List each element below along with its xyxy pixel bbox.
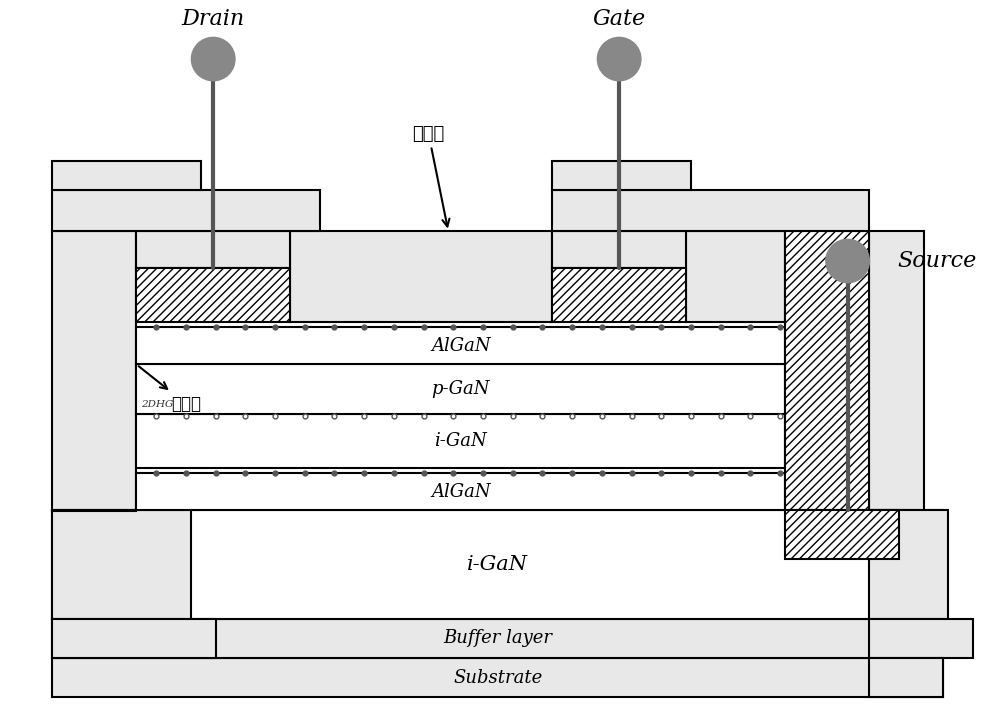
- Bar: [52, 511, 943, 619]
- Text: Substrate: Substrate: [453, 669, 542, 686]
- Bar: [869, 511, 948, 619]
- Bar: [136, 231, 290, 268]
- Bar: [552, 160, 691, 190]
- Bar: [52, 190, 320, 231]
- Bar: [290, 231, 552, 322]
- Bar: [136, 268, 290, 322]
- Bar: [785, 511, 899, 560]
- Bar: [52, 619, 943, 658]
- Text: 鯞化层: 鯞化层: [412, 125, 449, 226]
- Bar: [52, 619, 216, 658]
- Text: i-GaN: i-GaN: [467, 555, 528, 574]
- Bar: [552, 190, 869, 231]
- Bar: [552, 268, 686, 322]
- Bar: [52, 658, 943, 697]
- Text: 2DEG: 2DEG: [755, 457, 786, 466]
- Circle shape: [191, 38, 235, 80]
- Text: AlGaN: AlGaN: [431, 483, 491, 501]
- Circle shape: [597, 38, 641, 80]
- Bar: [552, 231, 686, 268]
- Bar: [136, 473, 785, 511]
- Bar: [52, 511, 191, 619]
- Bar: [136, 365, 785, 414]
- Circle shape: [826, 239, 869, 283]
- Text: Drain: Drain: [182, 8, 245, 29]
- Text: p-GaN: p-GaN: [431, 380, 490, 398]
- Bar: [869, 619, 973, 658]
- Bar: [136, 414, 785, 468]
- Text: 2DEG: 2DEG: [755, 311, 786, 320]
- Text: Gate: Gate: [593, 8, 646, 29]
- Text: i-GaN: i-GaN: [434, 431, 487, 450]
- Text: AlGaN: AlGaN: [431, 337, 491, 355]
- Bar: [785, 231, 869, 511]
- Bar: [52, 160, 201, 190]
- Bar: [52, 231, 136, 511]
- Text: 2DHG: 2DHG: [141, 399, 174, 409]
- Bar: [869, 231, 924, 511]
- Bar: [136, 327, 785, 365]
- Bar: [686, 231, 785, 322]
- Bar: [869, 658, 943, 697]
- Text: Source: Source: [897, 250, 976, 272]
- Text: Buffer layer: Buffer layer: [443, 629, 552, 647]
- Text: 栅介质: 栅介质: [139, 366, 201, 413]
